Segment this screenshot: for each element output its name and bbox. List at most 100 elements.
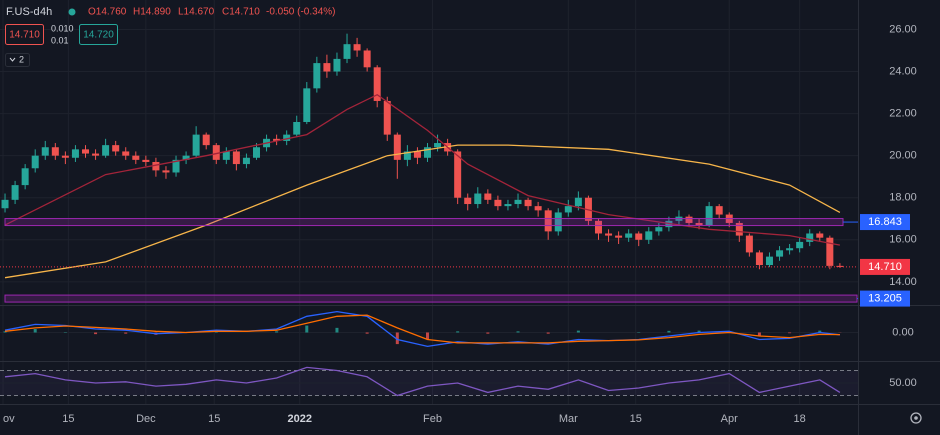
- candle-body: [806, 233, 814, 242]
- candle-body: [152, 161, 160, 171]
- candle-body: [112, 145, 120, 152]
- x-tick-label: ov: [3, 413, 15, 425]
- rsi-line: [4, 366, 841, 397]
- candle-body: [122, 151, 130, 156]
- moving-average: [4, 93, 841, 246]
- candle-body: [172, 159, 180, 173]
- high: H14.890: [133, 7, 171, 18]
- horizontal-zone[interactable]: [4, 294, 858, 303]
- x-tick-label: Feb: [423, 413, 442, 425]
- candle-body: [816, 233, 824, 238]
- buy-price[interactable]: 14.720: [83, 30, 114, 41]
- y-tick-label: 50.00: [889, 377, 917, 389]
- candle-body: [373, 67, 381, 101]
- candle-body: [393, 134, 401, 160]
- indicator-count[interactable]: 2: [19, 54, 24, 64]
- candle-body: [81, 149, 89, 154]
- candle-body: [212, 145, 220, 160]
- candle-body: [413, 151, 421, 158]
- candle-body: [605, 233, 613, 236]
- candle-body: [484, 193, 492, 200]
- candle-body: [383, 100, 391, 135]
- open: O14.760: [88, 7, 127, 18]
- y-tick-label: 26.00: [889, 23, 917, 35]
- candle-body: [202, 134, 210, 146]
- sell-button[interactable]: [5, 24, 44, 45]
- y-tick-label: 14.00: [889, 276, 917, 288]
- candle-body: [594, 220, 602, 234]
- price-label: 16.843: [868, 216, 902, 228]
- histogram-bar: [124, 332, 128, 334]
- x-tick-label: 15: [208, 413, 220, 425]
- histogram-bar: [94, 332, 98, 335]
- gear-center: [914, 416, 918, 420]
- y-tick-label: 24.00: [889, 65, 917, 77]
- candle-body: [61, 155, 69, 158]
- candle-body: [313, 63, 321, 89]
- candle-body: [353, 44, 361, 51]
- candle-body: [51, 147, 59, 156]
- candle-body: [192, 134, 200, 156]
- candle-body: [132, 155, 140, 160]
- low: L14.670: [178, 7, 215, 18]
- histogram-bar: [275, 331, 279, 333]
- histogram-bar: [335, 327, 339, 333]
- candle-body: [554, 212, 562, 232]
- x-tick-label: 15: [62, 413, 74, 425]
- candle-body: [283, 134, 291, 141]
- histogram-bar: [395, 332, 399, 345]
- candle-body: [222, 151, 230, 160]
- candle-body: [625, 233, 633, 238]
- histogram-bar: [757, 332, 761, 336]
- x-tick-label: Dec: [136, 413, 156, 425]
- x-tick-label: Mar: [559, 413, 578, 425]
- last-price-bg: [860, 258, 910, 275]
- horizontal-zone[interactable]: [4, 218, 844, 227]
- buy-button[interactable]: [79, 24, 118, 45]
- gear[interactable]: [910, 412, 922, 424]
- status-dot: [68, 8, 76, 16]
- candle-body: [303, 88, 311, 122]
- price-label-bg: [860, 290, 910, 307]
- settings-icon[interactable]: [910, 412, 922, 424]
- y-tick-label: 22.00: [889, 107, 917, 119]
- marks-layer: [0, 33, 858, 397]
- candle-body: [162, 170, 170, 173]
- candle-body: [564, 206, 572, 213]
- candle-body: [434, 143, 442, 148]
- candle-body: [273, 138, 281, 141]
- candle-body: [544, 210, 552, 232]
- candle-body: [786, 248, 794, 251]
- candle-body: [343, 44, 351, 59]
- candle-body: [21, 168, 29, 186]
- candle-body: [745, 235, 753, 253]
- candle-body: [92, 153, 100, 156]
- candle-body: [41, 147, 49, 156]
- histogram-bar: [697, 330, 701, 333]
- close: C14.710: [222, 7, 260, 18]
- symbol[interactable]: F.US-d: [6, 6, 40, 18]
- sell-price[interactable]: 14.710: [9, 30, 40, 41]
- candle-body: [474, 193, 482, 205]
- histogram-bar: [365, 332, 369, 334]
- candle-body: [695, 222, 703, 226]
- candle-body: [755, 252, 763, 266]
- interval[interactable]: 4h: [40, 6, 52, 18]
- candle-body: [765, 256, 773, 266]
- spread: 0.01: [51, 35, 69, 45]
- indicator-toggle[interactable]: [5, 53, 30, 67]
- y-tick-label: 16.00: [889, 234, 917, 246]
- candle-body: [796, 241, 804, 249]
- histogram-bar: [456, 331, 460, 333]
- candle-body: [494, 199, 502, 207]
- candle-body: [655, 227, 663, 232]
- candle-body: [836, 265, 844, 267]
- x-tick-label: 2022: [288, 413, 312, 425]
- candle-body: [252, 147, 260, 158]
- y-tick-label: 18.00: [889, 192, 917, 204]
- histogram-bar: [3, 331, 7, 333]
- histogram-bar: [33, 329, 37, 333]
